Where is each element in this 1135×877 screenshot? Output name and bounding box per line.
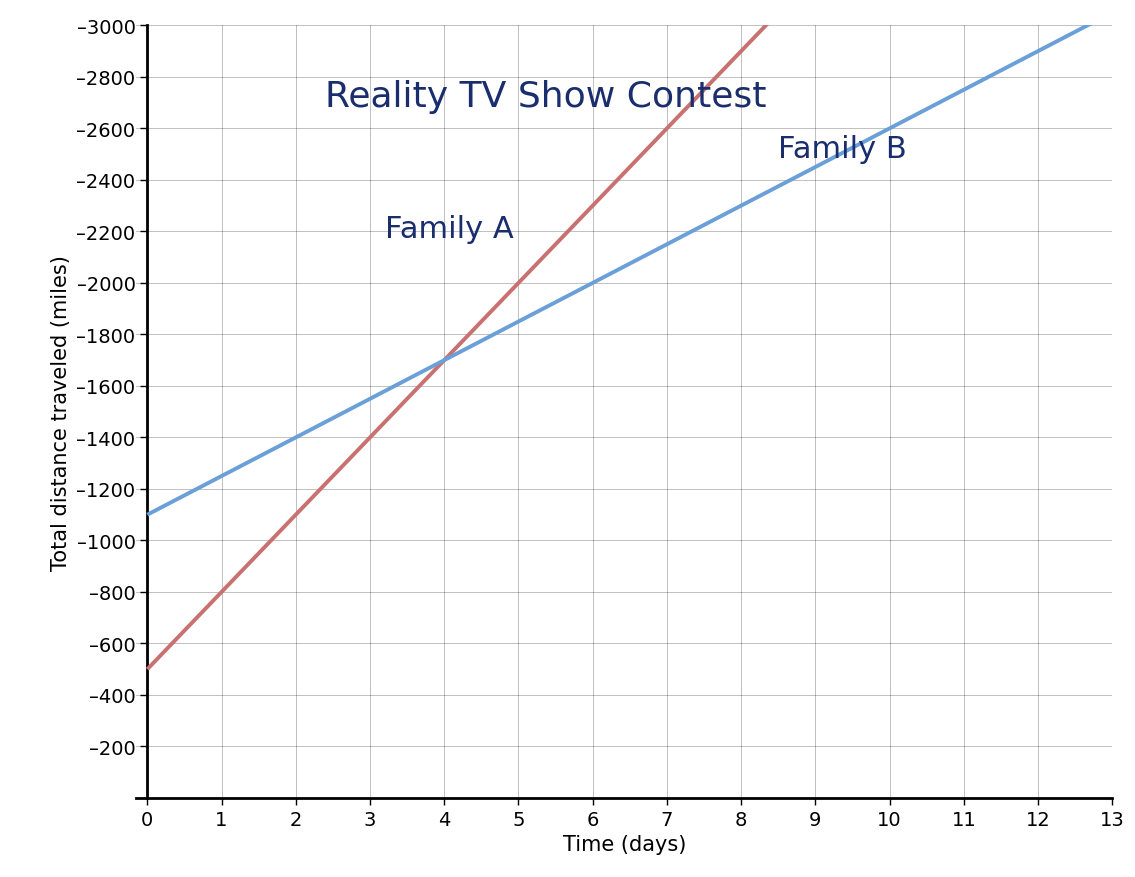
Y-axis label: Total distance traveled (miles): Total distance traveled (miles): [51, 254, 70, 570]
Text: Family B: Family B: [779, 134, 907, 163]
Text: Reality TV Show Contest: Reality TV Show Contest: [326, 81, 767, 114]
X-axis label: Time (days): Time (days): [563, 834, 686, 854]
Text: Family A: Family A: [385, 214, 514, 243]
